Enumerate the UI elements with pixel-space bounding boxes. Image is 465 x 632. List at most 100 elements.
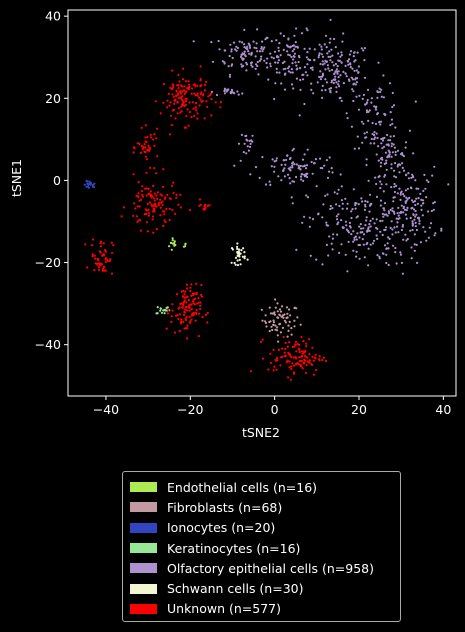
data-point [287,324,290,327]
data-point [394,153,397,156]
data-point [299,323,302,326]
data-point [179,322,183,325]
y-axis-label: tSNE1 [9,159,24,197]
data-point [315,185,318,188]
data-point [371,132,374,136]
data-point [199,304,202,307]
data-point [312,92,315,95]
data-point [405,217,408,220]
data-point [410,187,413,190]
data-point [250,64,253,67]
data-point [91,184,94,187]
data-point [228,54,231,58]
data-point [272,319,275,322]
data-point [329,37,332,40]
data-point [363,132,366,135]
data-point [393,185,396,188]
data-point [199,65,202,68]
data-point [390,220,393,223]
data-point [178,80,181,83]
data-point [291,71,294,74]
data-point [275,157,278,160]
data-point [346,270,349,273]
data-point [367,264,370,267]
series-2 [83,179,96,189]
data-point [240,63,243,66]
data-point [379,186,382,190]
data-point [286,312,289,315]
data-point [181,306,184,309]
data-point [373,239,376,242]
data-point [275,67,278,70]
y-tick-label: −20 [35,255,61,270]
data-point [291,149,294,152]
data-point [199,307,202,311]
data-point [233,164,236,167]
data-point [284,347,287,350]
data-point [140,190,143,193]
data-point [87,183,90,186]
data-point [355,255,358,258]
data-point [179,111,182,114]
data-point [155,172,158,175]
data-point [324,34,328,37]
data-point [177,107,180,110]
data-point [205,80,208,83]
data-point [85,179,88,182]
data-point [345,75,348,78]
data-point [195,291,198,294]
data-point [413,249,416,252]
data-point [291,62,294,65]
data-point [447,183,450,186]
data-point [286,345,289,348]
data-point [276,310,279,313]
legend-item: Fibroblasts (n=68) [130,497,394,517]
data-point [328,170,331,173]
data-point [382,74,385,77]
data-point [378,257,381,260]
data-point [201,315,204,319]
data-point [185,315,188,318]
data-point [396,212,399,215]
data-point [422,226,425,229]
data-point [275,55,279,59]
data-point [333,72,336,75]
data-point [379,165,382,168]
data-point [236,247,239,250]
data-point [335,68,338,71]
data-point [143,143,146,146]
data-point [236,252,239,255]
data-point [308,59,312,62]
data-point [162,210,165,213]
data-point [303,47,306,50]
data-point [102,242,105,245]
data-point [91,255,94,258]
data-point [187,299,190,302]
data-point [399,193,402,196]
data-point [427,236,430,239]
data-point [433,201,436,204]
data-point [170,123,174,127]
data-point [429,222,433,225]
data-point [159,193,162,196]
data-point [190,283,193,286]
data-point [242,247,245,250]
data-point [366,88,370,91]
data-point [192,293,195,297]
data-point [362,227,365,230]
data-point [139,151,142,154]
data-point [378,87,381,90]
data-point [175,90,178,93]
data-point [386,156,389,159]
data-point [284,321,287,324]
data-point [241,41,244,44]
data-point [194,297,197,300]
data-point [389,208,392,211]
data-point [393,226,396,229]
data-point [159,309,162,312]
data-point [144,124,147,127]
data-point [183,327,186,330]
data-point [245,134,248,137]
data-point [366,200,369,203]
data-point [399,253,402,256]
